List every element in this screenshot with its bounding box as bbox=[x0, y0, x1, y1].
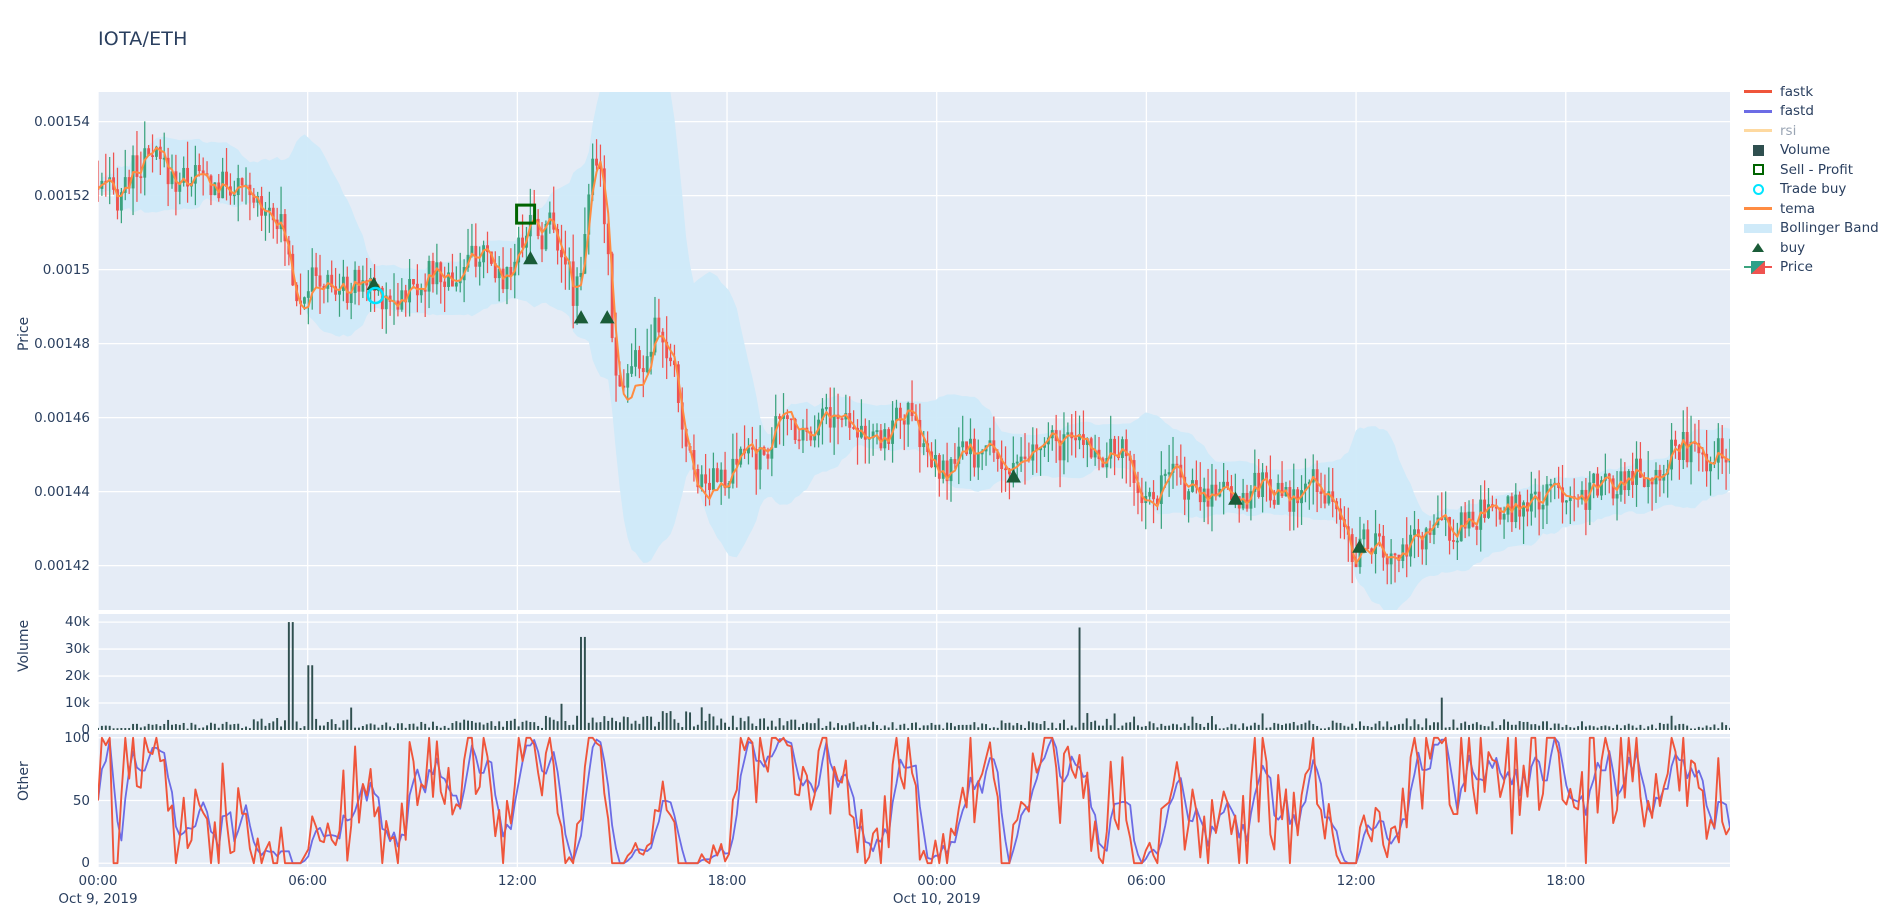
price-y-tick: 0.00152 bbox=[34, 187, 90, 204]
other-y-tick: 50 bbox=[72, 792, 90, 809]
page-title: IOTA/ETH bbox=[98, 28, 188, 50]
legend-item-label: Bollinger Band bbox=[1780, 220, 1879, 237]
legend-item-fastk[interactable]: fastk bbox=[1742, 82, 1888, 102]
square-outline-marker-icon bbox=[1742, 160, 1774, 180]
circle-outline-marker-icon bbox=[1742, 180, 1774, 200]
triangle-up-marker-icon bbox=[1742, 238, 1774, 258]
x-tick-time: 18:00 bbox=[1546, 873, 1586, 889]
legend-item-label: fastk bbox=[1780, 83, 1814, 100]
other-svg bbox=[98, 734, 1730, 867]
line-swatch-icon bbox=[1742, 199, 1774, 219]
legend-item-label: buy bbox=[1780, 239, 1806, 256]
volume-y-tick: 30k bbox=[65, 641, 90, 658]
legend-item-price[interactable]: Price bbox=[1742, 258, 1888, 278]
price-y-tick: 0.00154 bbox=[34, 113, 90, 130]
x-tick-date: Oct 9, 2019 bbox=[58, 891, 138, 907]
legend-item-volume[interactable]: Volume bbox=[1742, 141, 1888, 161]
line-swatch-icon bbox=[1742, 102, 1774, 122]
legend-item-sell-profit[interactable]: Sell - Profit bbox=[1742, 160, 1888, 180]
candlestick-swatch-icon bbox=[1742, 258, 1774, 278]
volume-svg bbox=[98, 614, 1730, 730]
x-tick-date: Oct 10, 2019 bbox=[892, 891, 981, 907]
x-tick-time: 12:00 bbox=[1336, 873, 1376, 889]
price-y-tick: 0.00148 bbox=[34, 335, 90, 352]
volume-y-tick: 10k bbox=[65, 695, 90, 712]
price-y-tick: 0.00142 bbox=[34, 557, 90, 574]
x-tick-time: 00:00 bbox=[917, 873, 957, 889]
legend-item-label: tema bbox=[1780, 200, 1816, 217]
legend-item-fastd[interactable]: fastd bbox=[1742, 102, 1888, 122]
other-subplot[interactable] bbox=[98, 734, 1730, 867]
square-swatch-icon bbox=[1742, 141, 1774, 161]
legend-item-tema[interactable]: tema bbox=[1742, 199, 1888, 219]
volume-y-tick: 40k bbox=[65, 614, 90, 631]
x-tick-time: 00:00 bbox=[78, 873, 118, 889]
x-tick-time: 12:00 bbox=[497, 873, 537, 889]
volume-y-tick: 0 bbox=[81, 722, 90, 738]
price-y-tick: 0.00144 bbox=[34, 483, 90, 500]
legend-item-buy[interactable]: buy bbox=[1742, 238, 1888, 258]
other-y-tick: 0 bbox=[81, 855, 90, 872]
price-y-tick: 0.0015 bbox=[42, 261, 90, 278]
legend-item-rsi[interactable]: rsi bbox=[1742, 121, 1888, 141]
legend-item-label: fastd bbox=[1780, 103, 1814, 120]
legend-item-label: Price bbox=[1780, 259, 1813, 276]
legend-item-label: Trade buy bbox=[1780, 181, 1847, 198]
legend-item-bollinger-band[interactable]: Bollinger Band bbox=[1742, 219, 1888, 239]
legend-item-label: rsi bbox=[1780, 122, 1797, 139]
volume-subplot[interactable] bbox=[98, 614, 1730, 730]
x-tick-time: 06:00 bbox=[1126, 873, 1166, 889]
band-swatch-icon bbox=[1742, 219, 1774, 239]
legend-item-label: Sell - Profit bbox=[1780, 161, 1854, 178]
x-tick-time: 18:00 bbox=[707, 873, 747, 889]
line-swatch-icon bbox=[1742, 121, 1774, 141]
x-tick-time: 06:00 bbox=[288, 873, 328, 889]
price-subplot[interactable] bbox=[98, 92, 1730, 610]
legend-item-trade-buy[interactable]: Trade buy bbox=[1742, 180, 1888, 200]
line-swatch-icon bbox=[1742, 82, 1774, 102]
chart-legend[interactable]: fastk fastd rsi Volume Sell - Profit Trade bu… bbox=[1742, 82, 1888, 277]
other-y-tick: 100 bbox=[64, 729, 90, 746]
price-y-tick: 0.00146 bbox=[34, 409, 90, 426]
price-svg bbox=[98, 92, 1730, 610]
volume-y-tick: 20k bbox=[65, 668, 90, 685]
legend-item-label: Volume bbox=[1780, 142, 1831, 159]
